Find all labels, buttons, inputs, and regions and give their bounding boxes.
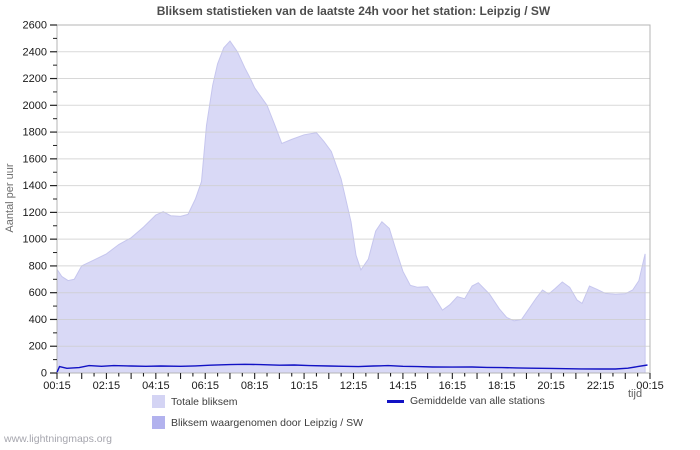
y-tick-label: 1200 <box>23 207 47 219</box>
y-tick-label: 1000 <box>23 234 47 246</box>
legend-label-station: Bliksem waargenomen door Leipzig / SW <box>171 416 364 429</box>
total-area-swatch-icon <box>152 395 165 408</box>
legend-item-total: Totale bliksem <box>152 395 238 408</box>
x-tick-label: 06:15 <box>191 380 219 392</box>
x-tick-label: 22:15 <box>587 380 615 392</box>
chart-title: Bliksem statistieken van de laatste 24h … <box>156 4 551 18</box>
y-tick-label: 400 <box>29 314 47 326</box>
y-tick-label: 800 <box>29 260 47 272</box>
x-tick-label: 10:15 <box>290 380 318 392</box>
legend-item-station: Bliksem waargenomen door Leipzig / SW <box>152 416 363 429</box>
x-tick-label: 04:15 <box>142 380 170 392</box>
x-tick-label: 16:15 <box>439 380 467 392</box>
y-tick-label: 2600 <box>23 20 47 32</box>
x-tick-label: 02:15 <box>93 380 121 392</box>
x-tick-label: 20:15 <box>537 380 565 392</box>
x-tick-label: 00:15 <box>43 380 71 392</box>
x-tick-label: 00:15 <box>636 380 664 392</box>
y-tick-label: 200 <box>29 341 47 353</box>
y-tick-label: 1600 <box>23 153 47 165</box>
y-tick-label: 2400 <box>23 46 47 58</box>
x-axis-title: tijd <box>628 388 643 400</box>
y-tick-label: 600 <box>29 287 47 299</box>
legend-label-total: Totale bliksem <box>171 395 238 408</box>
y-tick-label: 2000 <box>23 100 47 112</box>
x-tick-label: 12:15 <box>340 380 368 392</box>
y-tick-label: 2200 <box>23 73 47 85</box>
average-line-swatch-icon <box>387 399 404 403</box>
y-tick-label: 0 <box>41 368 47 380</box>
x-tick-label: 14:15 <box>389 380 417 392</box>
average-line <box>56 363 648 373</box>
total-lightning-area <box>56 40 646 374</box>
x-tick-label: 18:15 <box>488 380 516 392</box>
watermark: www.lightningmaps.org <box>4 433 112 445</box>
y-tick-label: 1400 <box>23 180 47 192</box>
legend-label-average: Gemiddelde van alle stations <box>410 395 545 407</box>
x-tick-label: 08:15 <box>241 380 269 392</box>
legend-item-average: Gemiddelde van alle stations <box>387 395 545 407</box>
station-area-swatch-icon <box>152 416 165 429</box>
y-tick-label: 1800 <box>23 127 47 139</box>
